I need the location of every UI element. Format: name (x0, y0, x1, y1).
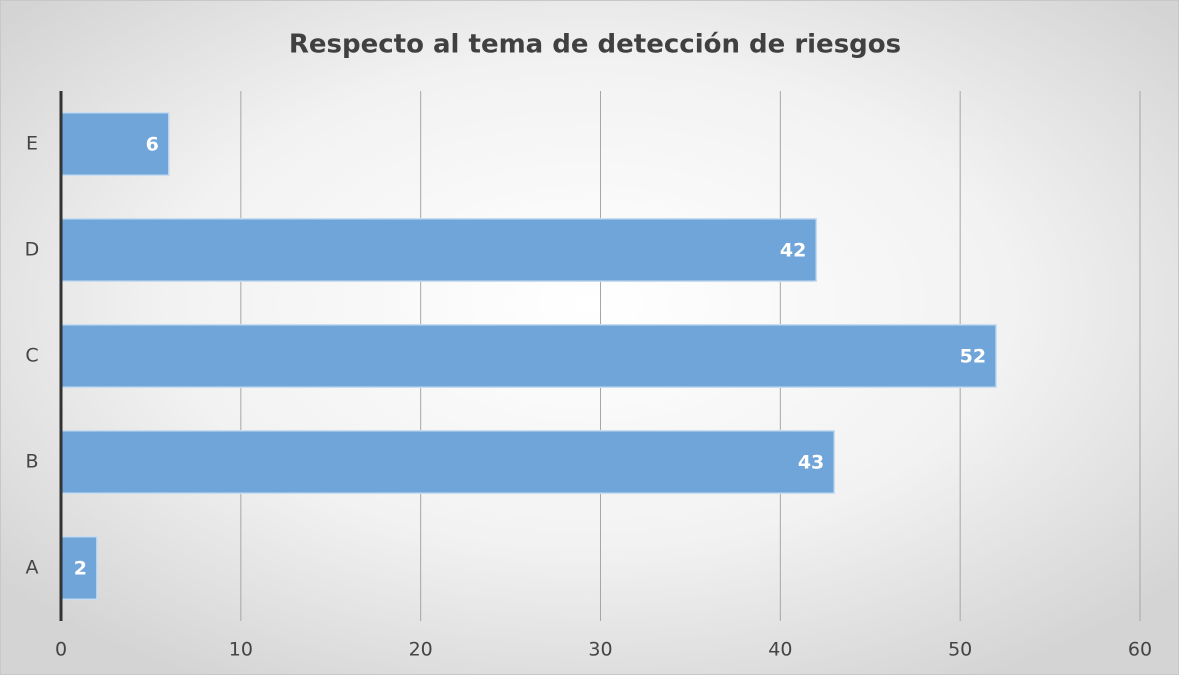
x-tick-label: 60 (1128, 639, 1152, 661)
data-label: 52 (960, 346, 986, 368)
data-label: 2 (74, 558, 87, 580)
x-tick-label: 10 (229, 639, 253, 661)
y-tick-label: D (25, 239, 40, 261)
bar (60, 429, 836, 495)
data-label: 6 (146, 134, 159, 156)
x-tick-label: 20 (409, 639, 433, 661)
bar (60, 217, 818, 283)
y-tick-label: B (25, 451, 38, 473)
x-tick-label: 50 (948, 639, 972, 661)
x-tick-label: 30 (588, 639, 612, 661)
y-tick-label: C (25, 345, 38, 367)
chart-title: Respecto al tema de detección de riesgos (289, 30, 901, 60)
x-tick-label: 0 (55, 639, 67, 661)
data-label: 42 (780, 240, 806, 262)
bar (60, 323, 997, 389)
y-tick-label: A (26, 557, 39, 579)
bar (60, 111, 170, 177)
y-tick-label: E (26, 133, 38, 155)
x-tick-label: 40 (768, 639, 792, 661)
data-label: 43 (798, 452, 824, 474)
